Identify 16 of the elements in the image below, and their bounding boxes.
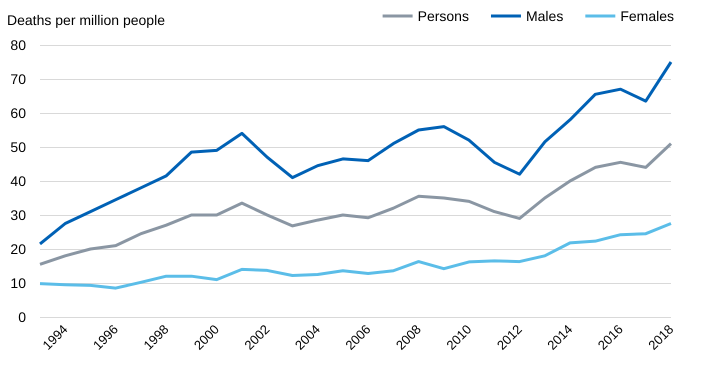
line-series (38, 222, 672, 290)
y-tick-label: 10 (10, 275, 26, 291)
y-tick-label: 40 (10, 173, 26, 189)
y-tick-label: 0 (18, 309, 26, 325)
y-tick-label: 50 (10, 139, 26, 155)
legend-label: Persons (418, 8, 469, 24)
y-tick-label: 70 (10, 71, 26, 87)
y-tick-label: 80 (10, 37, 26, 53)
y-tick-label: 20 (10, 241, 26, 257)
y-tick-label: 30 (10, 207, 26, 223)
legend-label: Females (620, 8, 674, 24)
y-axis-title: Deaths per million people (7, 12, 166, 28)
legend-label: Males (526, 8, 564, 24)
line-series (38, 142, 672, 266)
y-tick-label: 60 (10, 105, 26, 121)
line-series (38, 60, 672, 246)
